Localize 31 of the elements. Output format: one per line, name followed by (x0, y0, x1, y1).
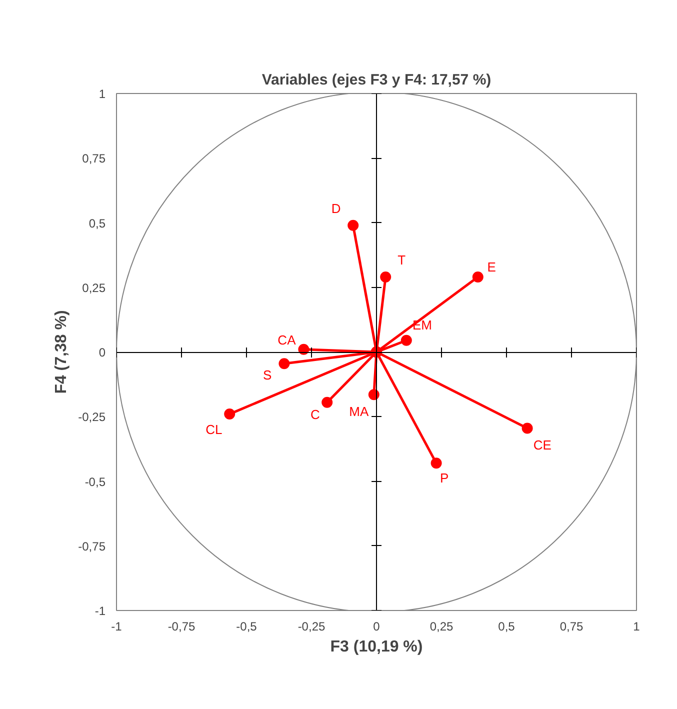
series-label: S (263, 367, 272, 382)
x-tick-label: 0,5 (498, 620, 516, 634)
x-tick-label: 0 (373, 620, 380, 634)
y-tick-label: -0,25 (78, 410, 106, 424)
x-tick-label: -0,25 (298, 620, 326, 634)
y-tick-label: 0,75 (82, 152, 106, 166)
series-label: CL (206, 422, 222, 438)
series-label: P (440, 470, 449, 486)
x-tick-label: 0,75 (560, 620, 584, 634)
series-label: E (487, 259, 496, 274)
y-tick-label: 0 (98, 346, 106, 360)
y-tick-label: -1 (94, 604, 106, 618)
series-label: CA (278, 332, 296, 348)
x-tick-label: -0,75 (168, 620, 196, 634)
y-axis-title: F4 (7,38 %) (53, 310, 70, 394)
series-label: D (331, 201, 341, 216)
chart-title: Variables (ejes F3 y F4: 17,57 %) (262, 72, 492, 88)
x-axis-title: F3 (10,19 %) (330, 638, 423, 656)
x-tick-label: -0,5 (236, 620, 258, 634)
y-tick-label: 1 (98, 87, 106, 101)
series-label: C (310, 407, 320, 422)
y-tick-label: 0,25 (82, 280, 106, 295)
x-tick-label: -1 (111, 620, 122, 634)
series-label: CE (533, 437, 552, 452)
series-label: T (398, 252, 406, 268)
x-tick-label: 0,25 (430, 620, 454, 634)
x-tick-label: 1 (633, 620, 640, 634)
series-label: MA (349, 404, 369, 420)
y-tick-label: 0,5 (88, 216, 106, 230)
y-tick-label: -0,5 (84, 474, 106, 489)
y-tick-label: -0,75 (78, 539, 106, 554)
